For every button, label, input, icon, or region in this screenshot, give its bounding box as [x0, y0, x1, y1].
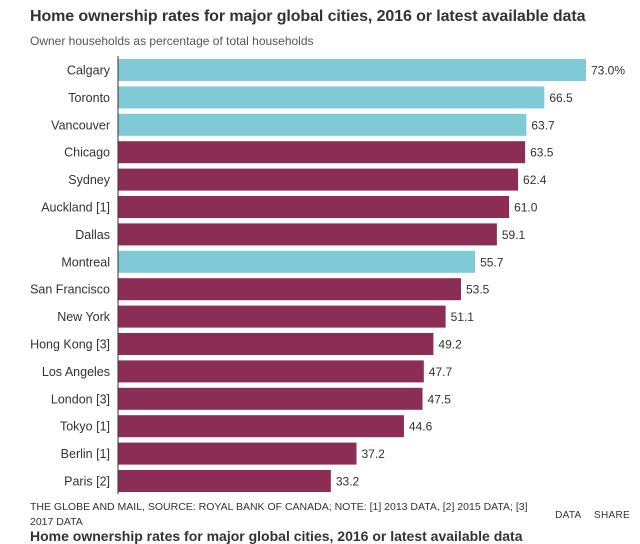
- value-label: 49.2: [438, 338, 462, 352]
- bar: [118, 305, 446, 328]
- bar: [118, 113, 527, 136]
- value-label: 63.5: [530, 146, 554, 160]
- footer-links: DATA SHARE: [545, 510, 630, 521]
- category-label: Toronto: [68, 91, 110, 105]
- category-label: Tokyo [1]: [60, 420, 110, 434]
- bar: [118, 250, 476, 273]
- category-label: San Francisco: [30, 283, 110, 297]
- category-label: Paris [2]: [64, 475, 110, 489]
- bar-chart: Calgary 73.0% Toronto 66.5 Vancouver 63.7 Chic…: [30, 56, 625, 494]
- chart-subtitle: Owner households as percentage of total …: [30, 34, 314, 48]
- bar: [118, 333, 434, 355]
- category-label: Hong Kong [3]: [30, 338, 110, 352]
- value-label: 63.7: [531, 118, 555, 132]
- value-label: 47.7: [429, 365, 453, 379]
- category-label: Los Angeles: [42, 365, 110, 379]
- bar: [118, 141, 526, 164]
- value-label: 44.6: [409, 420, 433, 434]
- category-label: London [3]: [51, 392, 110, 406]
- category-label: Dallas: [75, 228, 110, 242]
- chart-title: Home ownership rates for major global ci…: [30, 8, 586, 25]
- value-label: 51.1: [451, 310, 475, 324]
- bar: [118, 223, 497, 246]
- category-label: Montreal: [61, 255, 110, 269]
- bar: [118, 196, 510, 218]
- category-label: Chicago: [64, 146, 110, 160]
- bar: [118, 442, 357, 465]
- share-link[interactable]: SHARE: [594, 510, 630, 521]
- bar: [118, 168, 519, 191]
- bar: [118, 360, 424, 383]
- bar: [118, 278, 461, 301]
- value-label: 53.5: [466, 283, 490, 297]
- category-label: New York: [57, 310, 111, 324]
- value-label: 33.2: [336, 475, 360, 489]
- value-label: 55.7: [480, 255, 504, 269]
- value-label: 73.0%: [591, 64, 625, 78]
- value-label: 37.2: [361, 447, 385, 461]
- category-label: Auckland [1]: [41, 201, 110, 215]
- value-label: 62.4: [523, 173, 547, 187]
- value-label: 47.5: [428, 392, 452, 406]
- bar: [118, 59, 586, 81]
- bar: [118, 470, 331, 492]
- bar: [118, 415, 404, 438]
- category-label: Calgary: [67, 64, 111, 78]
- bar: [118, 387, 423, 410]
- value-label: 66.5: [549, 91, 573, 105]
- source-note: THE GLOBE AND MAIL, SOURCE: ROYAL BANK O…: [30, 501, 528, 528]
- bar: [118, 86, 545, 109]
- value-label: 59.1: [502, 228, 526, 242]
- data-link[interactable]: DATA: [555, 510, 581, 521]
- value-label: 61.0: [514, 201, 538, 215]
- category-label: Vancouver: [51, 118, 110, 132]
- category-label: Berlin [1]: [61, 447, 110, 461]
- next-chart-title: Home ownership rates for major global ci…: [30, 528, 523, 544]
- category-label: Sydney: [68, 173, 110, 187]
